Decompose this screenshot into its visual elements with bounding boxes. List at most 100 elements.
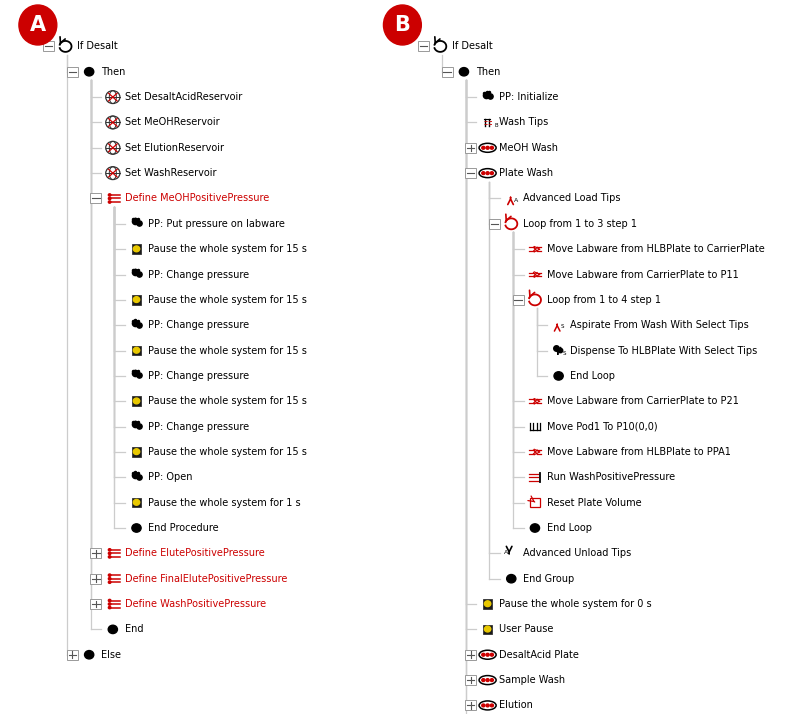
Text: If Desalt: If Desalt bbox=[77, 41, 118, 51]
FancyBboxPatch shape bbox=[91, 193, 102, 203]
Text: DesaltAcid Plate: DesaltAcid Plate bbox=[499, 650, 579, 660]
Circle shape bbox=[133, 347, 140, 353]
Text: End Loop: End Loop bbox=[570, 371, 615, 381]
Text: If Desalt: If Desalt bbox=[452, 41, 493, 51]
FancyBboxPatch shape bbox=[466, 675, 477, 685]
Text: Sample Wash: Sample Wash bbox=[499, 675, 566, 685]
Text: Advanced Load Tips: Advanced Load Tips bbox=[523, 193, 621, 203]
Text: A: A bbox=[30, 15, 46, 35]
Circle shape bbox=[490, 146, 493, 149]
Circle shape bbox=[108, 193, 111, 196]
Circle shape bbox=[486, 146, 489, 149]
FancyBboxPatch shape bbox=[132, 346, 141, 356]
FancyBboxPatch shape bbox=[466, 650, 477, 660]
Text: Loop from 1 to 3 step 1: Loop from 1 to 3 step 1 bbox=[523, 218, 637, 229]
Text: A: A bbox=[514, 198, 518, 203]
Circle shape bbox=[108, 552, 111, 555]
Text: Define ElutePositivePressure: Define ElutePositivePressure bbox=[125, 548, 264, 558]
Text: PP: Change pressure: PP: Change pressure bbox=[148, 371, 249, 381]
Text: Pause the whole system for 15 s: Pause the whole system for 15 s bbox=[148, 244, 307, 254]
FancyBboxPatch shape bbox=[67, 650, 78, 660]
Text: B: B bbox=[394, 15, 410, 35]
Text: Run WashPositivePressure: Run WashPositivePressure bbox=[547, 472, 675, 483]
Circle shape bbox=[507, 575, 516, 583]
Text: User Pause: User Pause bbox=[499, 624, 554, 635]
Circle shape bbox=[108, 599, 111, 602]
Text: Pause the whole system for 15 s: Pause the whole system for 15 s bbox=[148, 346, 307, 356]
FancyBboxPatch shape bbox=[91, 599, 102, 609]
FancyBboxPatch shape bbox=[442, 66, 453, 77]
Text: Then: Then bbox=[476, 66, 500, 77]
Circle shape bbox=[482, 146, 485, 149]
Text: Move Labware from HLBPlate to CarrierPlate: Move Labware from HLBPlate to CarrierPla… bbox=[547, 244, 765, 254]
FancyBboxPatch shape bbox=[67, 66, 78, 77]
Text: B: B bbox=[495, 123, 499, 129]
Text: Pause the whole system for 15 s: Pause the whole system for 15 s bbox=[148, 295, 307, 305]
Circle shape bbox=[133, 297, 140, 303]
Text: Else: Else bbox=[101, 650, 121, 660]
Text: Then: Then bbox=[101, 66, 125, 77]
Circle shape bbox=[133, 246, 140, 252]
Text: S: S bbox=[562, 351, 566, 356]
Text: Pause the whole system for 15 s: Pause the whole system for 15 s bbox=[148, 396, 307, 406]
Circle shape bbox=[133, 499, 140, 506]
Text: PP: Open: PP: Open bbox=[148, 472, 193, 483]
FancyBboxPatch shape bbox=[91, 548, 102, 558]
Circle shape bbox=[108, 555, 111, 558]
FancyBboxPatch shape bbox=[466, 168, 477, 178]
FancyBboxPatch shape bbox=[466, 143, 477, 153]
Text: Set DesaltAcidReservoir: Set DesaltAcidReservoir bbox=[125, 92, 242, 102]
Text: End Loop: End Loop bbox=[547, 523, 592, 533]
FancyBboxPatch shape bbox=[513, 295, 524, 305]
Text: Define FinalElutePositivePressure: Define FinalElutePositivePressure bbox=[125, 573, 287, 584]
Circle shape bbox=[482, 172, 485, 174]
Circle shape bbox=[133, 398, 140, 404]
Text: Dispense To HLBPlate With Select Tips: Dispense To HLBPlate With Select Tips bbox=[570, 346, 757, 356]
Circle shape bbox=[84, 68, 94, 76]
Circle shape bbox=[490, 172, 493, 174]
Circle shape bbox=[108, 603, 111, 605]
Circle shape bbox=[490, 653, 493, 656]
Circle shape bbox=[486, 172, 489, 174]
Text: Set WashReservoir: Set WashReservoir bbox=[125, 168, 216, 178]
Text: Define WashPositivePressure: Define WashPositivePressure bbox=[125, 599, 266, 609]
Text: Move Labware from HLBPlate to PPA1: Move Labware from HLBPlate to PPA1 bbox=[547, 447, 731, 457]
Text: PP: Put pressure on labware: PP: Put pressure on labware bbox=[148, 218, 285, 229]
Circle shape bbox=[108, 625, 118, 633]
Text: Aspirate From Wash With Select Tips: Aspirate From Wash With Select Tips bbox=[570, 320, 750, 331]
Circle shape bbox=[84, 650, 94, 659]
FancyBboxPatch shape bbox=[43, 41, 54, 51]
Circle shape bbox=[108, 606, 111, 609]
Text: End: End bbox=[125, 624, 143, 635]
Text: S: S bbox=[561, 324, 564, 329]
Circle shape bbox=[108, 574, 111, 576]
Circle shape bbox=[459, 68, 469, 76]
Text: End Procedure: End Procedure bbox=[148, 523, 219, 533]
Circle shape bbox=[482, 653, 485, 656]
Text: PP: Change pressure: PP: Change pressure bbox=[148, 320, 249, 331]
Text: Set ElutionReservoir: Set ElutionReservoir bbox=[125, 143, 223, 153]
FancyBboxPatch shape bbox=[132, 498, 141, 508]
FancyBboxPatch shape bbox=[483, 599, 492, 609]
Text: Pause the whole system for 0 s: Pause the whole system for 0 s bbox=[499, 599, 652, 609]
Circle shape bbox=[482, 679, 485, 681]
Circle shape bbox=[133, 448, 140, 455]
FancyBboxPatch shape bbox=[530, 498, 540, 507]
Circle shape bbox=[108, 201, 111, 203]
Text: End Group: End Group bbox=[523, 573, 574, 584]
Circle shape bbox=[108, 197, 111, 200]
FancyBboxPatch shape bbox=[132, 295, 141, 305]
Text: Move Labware from CarrierPlate to P21: Move Labware from CarrierPlate to P21 bbox=[547, 396, 739, 406]
FancyBboxPatch shape bbox=[489, 218, 500, 228]
Circle shape bbox=[108, 581, 111, 583]
Text: Advanced Unload Tips: Advanced Unload Tips bbox=[523, 548, 631, 558]
Circle shape bbox=[484, 600, 491, 607]
Circle shape bbox=[486, 679, 489, 681]
Text: PP: Change pressure: PP: Change pressure bbox=[148, 421, 249, 432]
Circle shape bbox=[554, 372, 563, 380]
Text: Elution: Elution bbox=[499, 700, 533, 710]
Circle shape bbox=[530, 524, 540, 532]
Text: Set MeOHReservoir: Set MeOHReservoir bbox=[125, 117, 219, 128]
Circle shape bbox=[486, 704, 489, 707]
FancyBboxPatch shape bbox=[132, 447, 141, 457]
